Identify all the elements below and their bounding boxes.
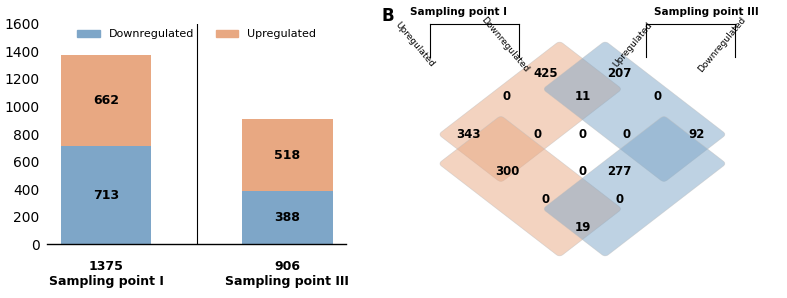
Text: Upregulated: Upregulated [611,20,654,69]
Text: 713: 713 [93,189,119,202]
Bar [242,191,333,244]
Text: 11: 11 [575,90,590,103]
Text: Sampling point III: Sampling point III [654,7,759,17]
Text: 0: 0 [541,193,550,206]
Text: 277: 277 [607,165,631,178]
Text: 0: 0 [654,90,662,103]
Text: 0: 0 [503,90,511,103]
Text: Upregulated: Upregulated [393,20,436,69]
Text: 343: 343 [456,128,481,141]
Text: 0: 0 [534,128,542,141]
Text: Sampling point I: Sampling point I [410,7,508,17]
Text: 300: 300 [495,165,519,178]
Legend: Downregulated, Upregulated: Downregulated, Upregulated [73,25,320,44]
Text: 662: 662 [93,94,119,107]
FancyBboxPatch shape [545,117,725,256]
FancyBboxPatch shape [545,42,725,181]
Text: 0: 0 [623,128,631,141]
Text: 425: 425 [534,66,558,80]
Text: 19: 19 [575,221,590,235]
Text: 518: 518 [275,149,301,162]
FancyBboxPatch shape [440,117,620,256]
Text: Downregulated: Downregulated [479,15,530,74]
Bar [61,146,151,244]
Text: Downregulated: Downregulated [696,15,747,74]
Bar [61,55,151,146]
Text: Sampling point I: Sampling point I [49,275,164,288]
Text: 0: 0 [578,165,586,178]
Text: 92: 92 [688,128,704,141]
FancyBboxPatch shape [440,42,620,181]
Text: Sampling point III: Sampling point III [225,275,349,288]
Text: 0: 0 [578,128,586,141]
Bar [242,119,333,191]
Text: 1375: 1375 [89,260,124,272]
Text: B: B [382,7,394,25]
Text: 0: 0 [615,193,623,206]
Text: 906: 906 [275,260,301,272]
Text: 207: 207 [607,66,631,80]
Text: 388: 388 [275,211,301,224]
